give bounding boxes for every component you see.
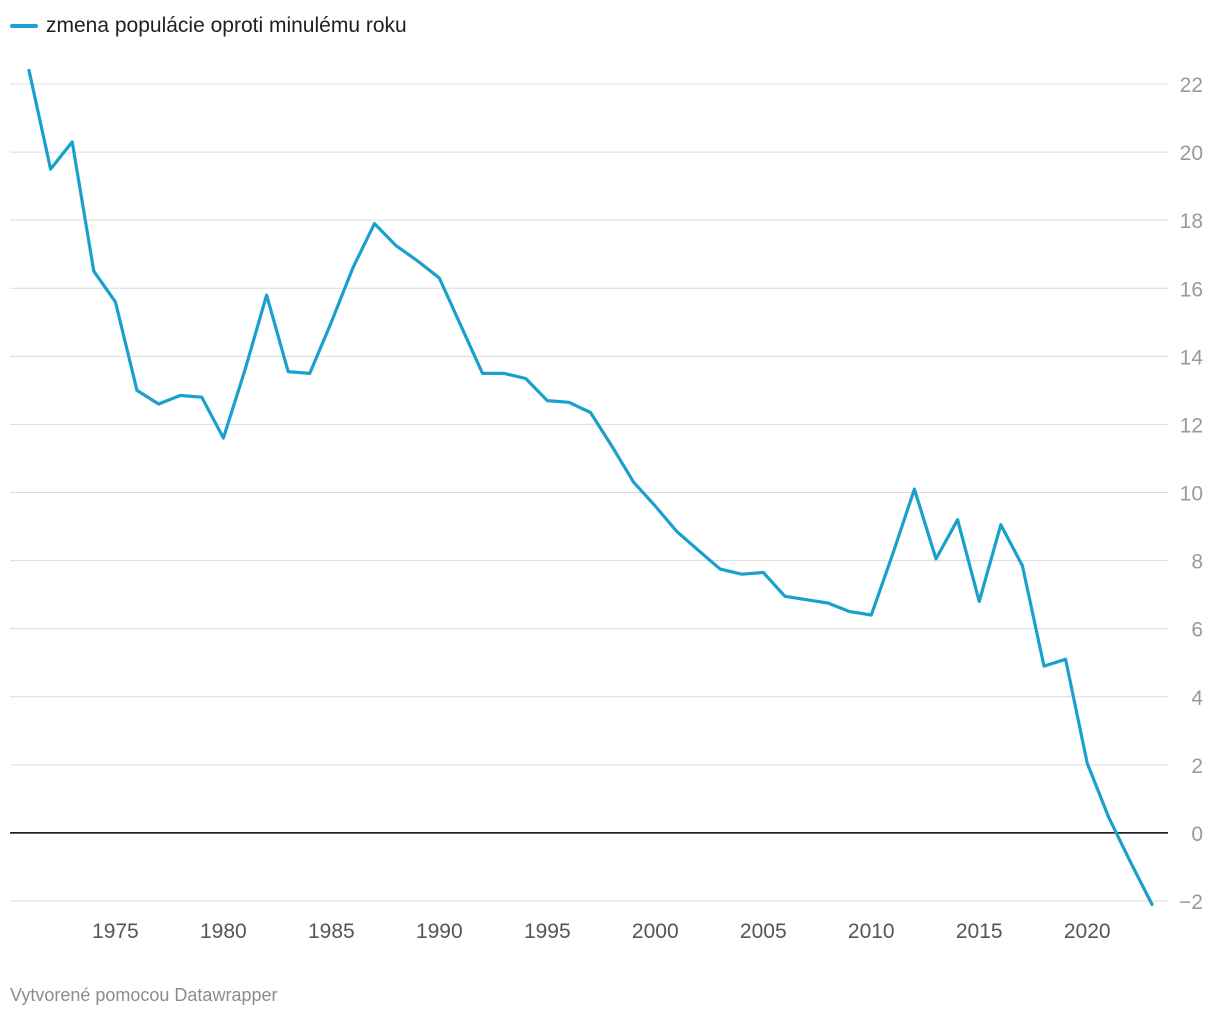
y-tick-label: 16	[1180, 278, 1203, 301]
x-tick-label: 1975	[92, 920, 139, 943]
legend-label: zmena populácie oproti minulému roku	[46, 14, 407, 37]
y-tick-label: 14	[1180, 346, 1204, 369]
x-tick-label: 2005	[740, 920, 787, 943]
y-tick-label: −2	[1179, 891, 1203, 914]
x-tick-label: 2000	[632, 920, 679, 943]
y-tick-label: 22	[1180, 74, 1203, 97]
legend: zmena populácie oproti minulému roku	[10, 14, 407, 38]
y-tick-label: 4	[1191, 687, 1203, 710]
y-tick-label: 8	[1191, 551, 1203, 574]
y-tick-label: 0	[1191, 823, 1203, 846]
x-tick-label: 1980	[200, 920, 247, 943]
x-axis: 1975 1980 1985 1990 1995 2000 2005 2010 2015 2020	[92, 920, 1111, 943]
y-tick-label: 6	[1191, 619, 1203, 642]
x-tick-label: 2010	[848, 920, 895, 943]
legend-swatch	[10, 24, 38, 28]
y-tick-label: 2	[1191, 755, 1203, 778]
series-line	[27, 68, 1154, 907]
y-tick-label: 18	[1180, 210, 1203, 233]
y-tick-label: 10	[1180, 483, 1203, 506]
gridlines	[10, 83, 1168, 902]
x-tick-label: 2020	[1064, 920, 1111, 943]
x-tick-label: 1985	[308, 920, 355, 943]
x-tick-label: 2015	[956, 920, 1003, 943]
x-tick-label: 1995	[524, 920, 571, 943]
y-tick-label: 12	[1180, 414, 1203, 437]
series-group	[27, 68, 1154, 907]
x-tick-label: 1990	[416, 920, 463, 943]
y-tick-label: 20	[1180, 142, 1203, 165]
footer-credit: Vytvorené pomocou Datawrapper	[10, 985, 278, 1005]
